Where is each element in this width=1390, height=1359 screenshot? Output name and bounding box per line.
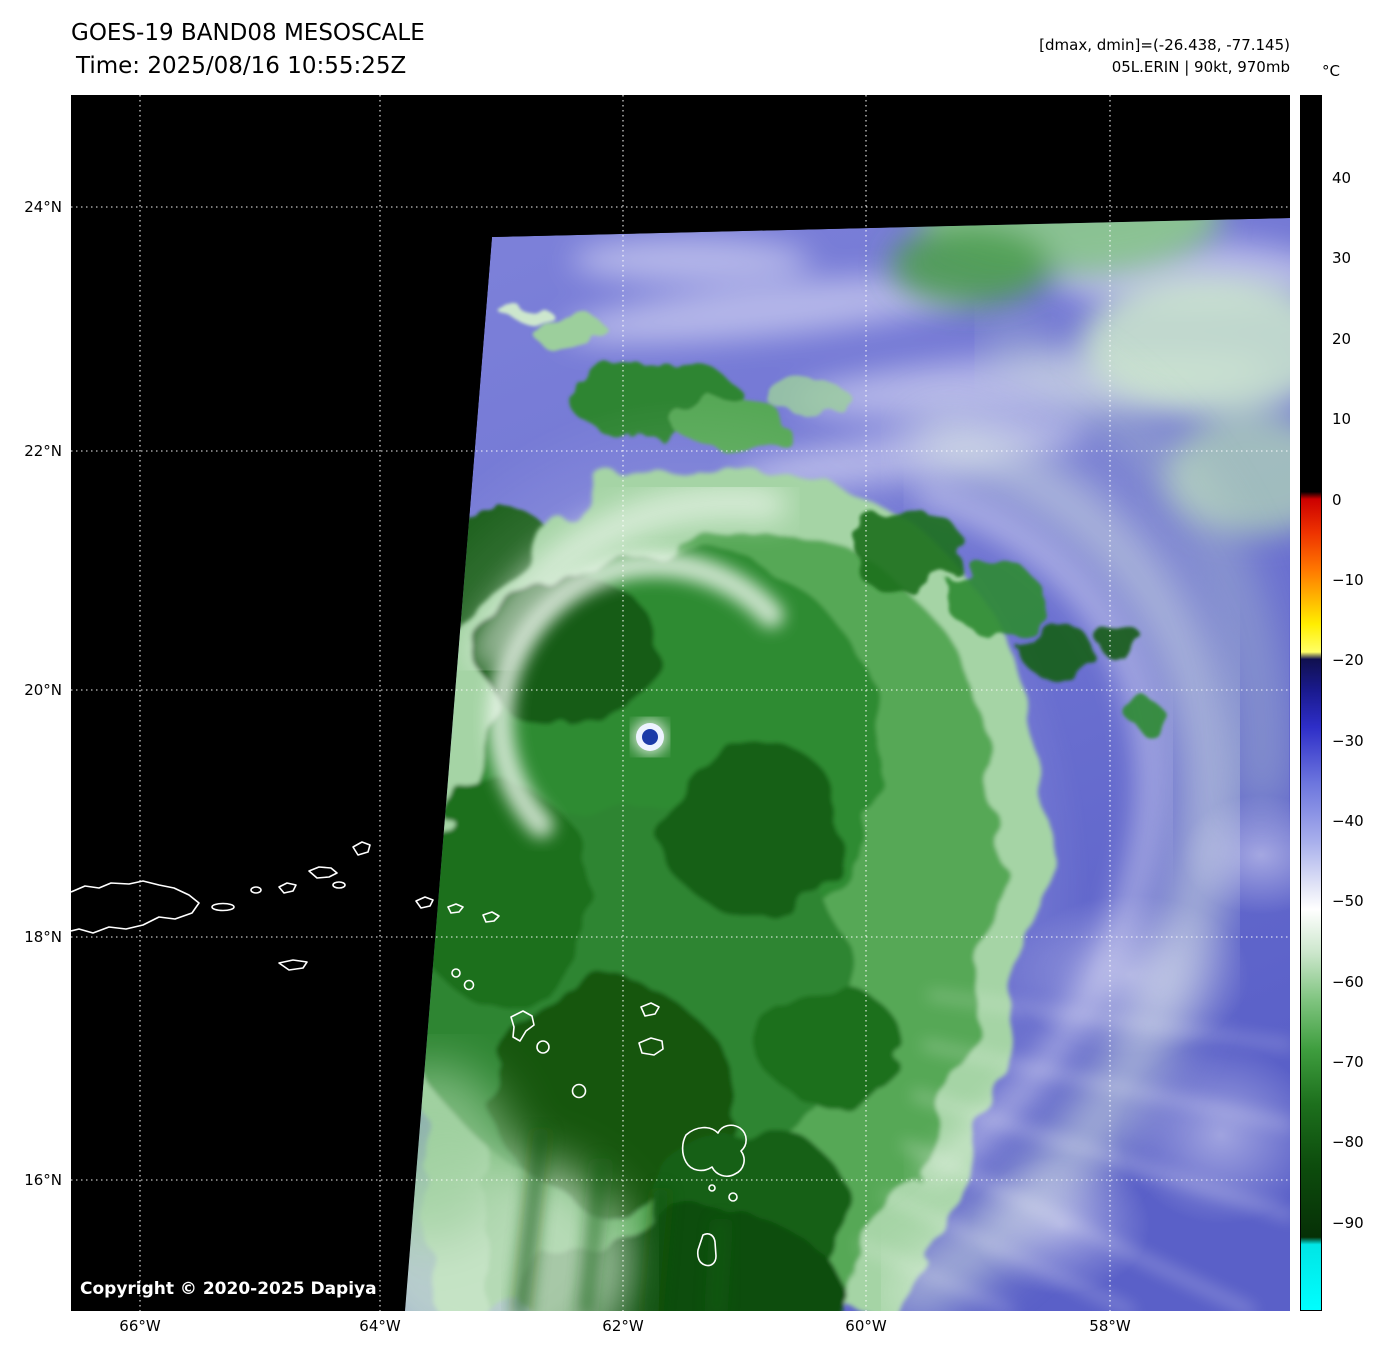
colorbar-tick-label: 40 [1332, 169, 1352, 187]
satellite-image [70, 95, 1290, 1311]
dmax-dmin-readout: [dmax, dmin]=(-26.438, -77.145) [1039, 36, 1290, 54]
lat-tick-label: 20°N [24, 681, 62, 699]
lon-tick-label: 58°W [1089, 1317, 1131, 1335]
colorbar-tick-label: 0 [1332, 491, 1342, 509]
colorbar-unit-label: °C [1322, 62, 1340, 80]
mesoscale-swath [405, 218, 1290, 1311]
colorbar-tick-label: 30 [1332, 249, 1352, 267]
hurricane-eye [633, 720, 667, 754]
colorbar-tick-label: −10 [1332, 571, 1364, 589]
lon-tick-label: 62°W [602, 1317, 644, 1335]
lon-tick-label: 60°W [845, 1317, 887, 1335]
colorbar-tick-label: −80 [1332, 1133, 1364, 1151]
inner-white-bands [471, 487, 786, 838]
lon-tick-label: 66°W [119, 1317, 161, 1335]
lat-tick-label: 16°N [24, 1171, 62, 1189]
plot-title: GOES-19 BAND08 MESOSCALE [71, 20, 425, 46]
convective-streaks [513, 1127, 728, 1311]
colorbar-tick-label: −70 [1332, 1053, 1364, 1071]
lat-tick-label: 24°N [24, 198, 62, 216]
colorbar-tick-label: −20 [1332, 651, 1364, 669]
colorbar-tick-label: −40 [1332, 812, 1364, 830]
gridlines [71, 95, 1290, 1311]
copyright-watermark: Copyright © 2020-2025 Dapiya [80, 1279, 377, 1299]
colorbar-tick-label: −50 [1332, 892, 1364, 910]
plot-timestamp: Time: 2025/08/16 10:55:25Z [76, 53, 407, 79]
storm-info: 05L.ERIN | 90kt, 970mb [1111, 58, 1290, 76]
rainband-convection [846, 508, 1164, 729]
southwest-clouds [405, 1065, 631, 1311]
lon-tick-label: 64°W [359, 1317, 401, 1335]
colorbar-tick-label: 10 [1332, 410, 1352, 428]
colorbar-tick-label: −60 [1332, 973, 1364, 991]
map-plot-area: Copyright © 2020-2025 Dapiya [70, 95, 1290, 1311]
lat-tick-label: 18°N [24, 928, 62, 946]
colorbar-tick-label: 20 [1332, 330, 1352, 348]
colorbar [1300, 95, 1322, 1311]
colorbar-tick-label: −30 [1332, 732, 1364, 750]
lat-tick-label: 22°N [24, 442, 62, 460]
coastlines [70, 841, 747, 1267]
colorbar-tick-label: −90 [1332, 1214, 1364, 1232]
hurricane-cloud-mass [411, 468, 1045, 1311]
